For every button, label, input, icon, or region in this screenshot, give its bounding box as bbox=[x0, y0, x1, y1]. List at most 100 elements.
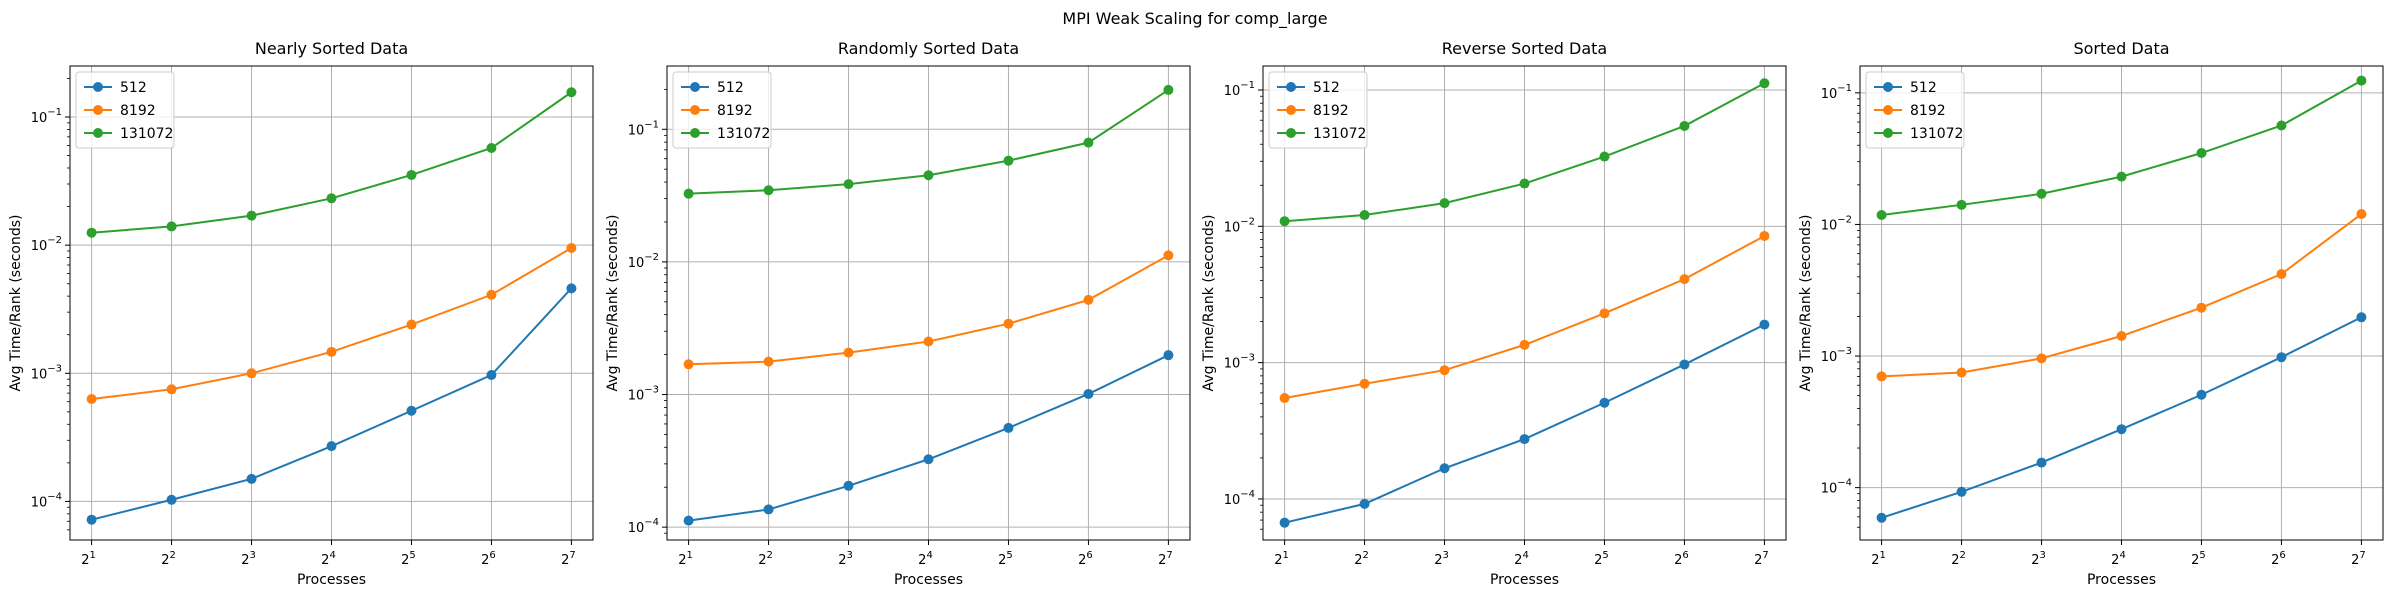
legend-label: 131072 bbox=[1910, 126, 1963, 142]
figure-title: MPI Weak Scaling for comp_large bbox=[1062, 9, 1327, 29]
x-tick-label: 21 bbox=[1274, 550, 1289, 568]
legend-marker bbox=[93, 82, 103, 92]
data-point bbox=[166, 494, 177, 505]
data-point bbox=[763, 185, 774, 196]
y-axis-label: Avg Time/Rank (seconds) bbox=[8, 215, 24, 392]
data-point bbox=[923, 336, 934, 347]
data-point bbox=[406, 405, 417, 416]
data-point bbox=[1599, 308, 1610, 319]
x-tick-label: 21 bbox=[1871, 550, 1886, 568]
series-8192 bbox=[1876, 209, 2367, 382]
data-point bbox=[1163, 84, 1174, 95]
data-point bbox=[1876, 209, 1887, 220]
x-tick-label: 27 bbox=[1754, 550, 1769, 568]
data-point bbox=[763, 504, 774, 515]
legend-marker bbox=[93, 105, 103, 115]
legend-label: 512 bbox=[120, 80, 147, 96]
y-tick-label: 10−3 bbox=[628, 385, 659, 404]
subplot-2: 21 22 23 24 25 26 27 10−4 10−3 10−2 10−1 Randomly S… bbox=[605, 39, 1191, 588]
x-tick-label: 26 bbox=[1674, 550, 1689, 568]
y-axis-label: Avg Time/Rank (seconds) bbox=[1798, 215, 1814, 392]
data-point bbox=[1956, 199, 1967, 210]
y-tick-label: 10−4 bbox=[31, 491, 62, 510]
x-tick-label: 27 bbox=[1158, 550, 1173, 568]
x-tick-label: 26 bbox=[481, 550, 496, 568]
legend-marker bbox=[1286, 82, 1296, 92]
legend-marker bbox=[93, 128, 103, 138]
subplot-title: Randomly Sorted Data bbox=[838, 39, 1019, 58]
x-tick-label: 27 bbox=[2351, 550, 2366, 568]
data-point bbox=[86, 514, 97, 525]
data-point bbox=[2196, 302, 2207, 313]
data-point bbox=[1279, 216, 1290, 227]
data-point bbox=[1003, 422, 1014, 433]
x-tick-label: 22 bbox=[1951, 550, 1966, 568]
x-tick-label: 23 bbox=[241, 550, 256, 568]
data-point bbox=[843, 480, 854, 491]
series-8192 bbox=[86, 242, 577, 404]
legend-label: 8192 bbox=[120, 103, 156, 119]
data-point bbox=[486, 289, 497, 300]
x-tick-label: 22 bbox=[1354, 550, 1369, 568]
data-point bbox=[2356, 209, 2367, 220]
x-axis-label: Processes bbox=[2087, 572, 2156, 588]
data-point bbox=[1956, 367, 1967, 378]
x-tick-label: 26 bbox=[1078, 550, 1093, 568]
series-512 bbox=[86, 283, 577, 525]
legend-label: 131072 bbox=[717, 126, 770, 142]
y-tick-label: 10−3 bbox=[31, 363, 62, 382]
x-axis-label: Processes bbox=[297, 572, 366, 588]
x-tick-label: 21 bbox=[678, 550, 693, 568]
legend-marker bbox=[1883, 128, 1893, 138]
data-point bbox=[1439, 198, 1450, 209]
x-tick-label: 22 bbox=[161, 550, 176, 568]
x-tick-label: 24 bbox=[2111, 550, 2126, 568]
data-point bbox=[1279, 393, 1290, 404]
legend-label: 512 bbox=[1313, 80, 1340, 96]
data-point bbox=[1359, 378, 1370, 389]
data-point bbox=[406, 319, 417, 330]
legend-marker bbox=[690, 128, 700, 138]
data-point bbox=[1003, 155, 1014, 166]
data-point bbox=[1163, 250, 1174, 261]
data-point bbox=[566, 87, 577, 98]
data-point bbox=[1359, 498, 1370, 509]
data-point bbox=[1003, 318, 1014, 329]
x-tick-label: 23 bbox=[2031, 550, 2046, 568]
data-point bbox=[1679, 274, 1690, 285]
subplot-title: Nearly Sorted Data bbox=[255, 39, 408, 58]
data-point bbox=[1163, 350, 1174, 361]
legend-label: 512 bbox=[717, 80, 744, 96]
data-point bbox=[246, 210, 257, 221]
data-point bbox=[1599, 397, 1610, 408]
data-point bbox=[2036, 353, 2047, 364]
series-8192 bbox=[683, 250, 1174, 370]
data-point bbox=[843, 347, 854, 358]
legend-label: 8192 bbox=[717, 103, 753, 119]
x-tick-label: 25 bbox=[998, 550, 1013, 568]
data-point bbox=[763, 356, 774, 367]
data-point bbox=[1956, 486, 1967, 497]
y-tick-label: 10−4 bbox=[628, 517, 659, 536]
series-131072 bbox=[1279, 78, 1770, 227]
data-point bbox=[1519, 178, 1530, 189]
data-point bbox=[2276, 352, 2287, 363]
series-8192 bbox=[1279, 230, 1770, 404]
legend-label: 8192 bbox=[1910, 103, 1946, 119]
subplots: 21 22 23 24 25 26 27 10−4 10−3 10−2 10−1 Nearly Sor… bbox=[8, 39, 2384, 588]
data-point bbox=[1876, 371, 1887, 382]
data-point bbox=[486, 142, 497, 153]
data-point bbox=[1759, 78, 1770, 89]
data-point bbox=[1439, 463, 1450, 474]
legend-marker bbox=[1286, 128, 1296, 138]
legend: 512 8192 131072 bbox=[1268, 71, 1368, 149]
y-axis-label: Avg Time/Rank (seconds) bbox=[1201, 215, 1217, 392]
x-axis-label: Processes bbox=[1490, 572, 1559, 588]
x-tick-label: 26 bbox=[2271, 550, 2286, 568]
legend-marker bbox=[1883, 105, 1893, 115]
data-point bbox=[566, 242, 577, 253]
data-point bbox=[486, 369, 497, 380]
legend: 512 8192 131072 bbox=[672, 71, 772, 149]
x-tick-label: 24 bbox=[918, 550, 933, 568]
